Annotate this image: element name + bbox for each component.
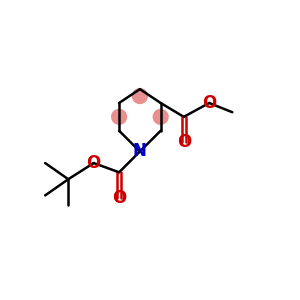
- Text: N: N: [133, 142, 147, 160]
- Text: O: O: [202, 94, 216, 112]
- Circle shape: [112, 110, 127, 124]
- Text: O: O: [177, 133, 191, 151]
- Circle shape: [133, 89, 147, 104]
- Text: O: O: [112, 189, 126, 207]
- Text: O: O: [87, 154, 101, 172]
- Circle shape: [153, 110, 168, 124]
